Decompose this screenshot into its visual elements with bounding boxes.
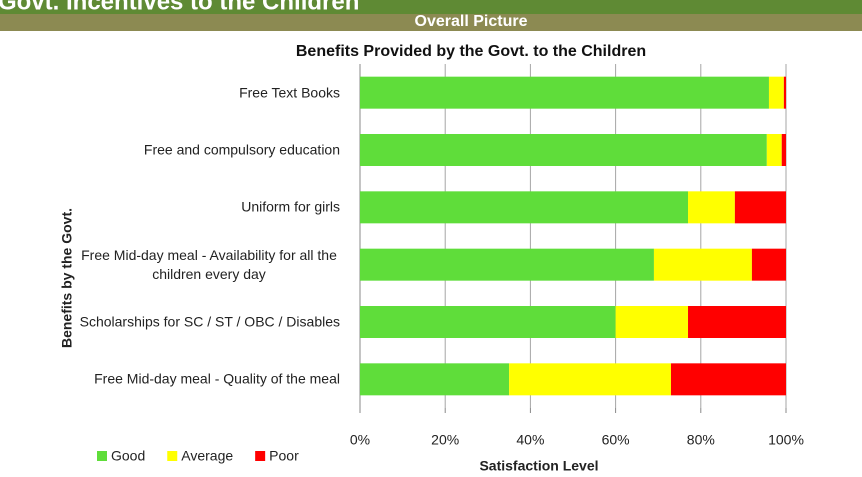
bar-segment [688,306,786,338]
legend-swatch [167,451,178,461]
bar-segment [615,306,689,338]
y-tick-label: Free Mid-day meal - Quality of the meal [94,370,340,387]
bar-segment [360,76,769,109]
legend-label: Average [181,448,233,464]
bar-segment [781,134,786,166]
bar-segment [766,134,782,166]
header-band [0,0,862,14]
header-title: Govt. Incentives to the Children [0,0,359,15]
bar-segment [768,76,784,109]
bar-segment [783,76,786,109]
bar-segment [751,248,786,281]
legend-swatch [97,451,107,461]
y-tick-wrap: Free Text Books [239,83,340,102]
x-tick-label: 100% [768,432,804,448]
bar-segment [360,191,689,224]
bar-segment [360,306,616,338]
y-axis-title: Benefits by the Govt. [59,208,75,348]
legend-swatch [255,451,266,461]
y-tick-label: Scholarships for SC / ST / OBC / Disable… [79,313,340,330]
x-tick-label: 20% [431,432,459,448]
header-subtitle: Overall Picture [415,13,528,30]
y-tick-wrap: Free Mid-day meal - Availability for all… [78,246,340,284]
bar-segment [653,248,752,281]
y-tick-label: Uniform for girls [241,198,340,215]
legend-label: Poor [269,448,299,464]
y-tick-label: Free and compulsory education [143,141,340,158]
y-tick-label: Free Mid-day meal - Availability for all… [81,246,337,282]
y-tick-wrap: Scholarships for SC / ST / OBC / Disable… [80,313,340,332]
chart-title: Benefits Provided by the Govt. to the Ch… [296,43,646,60]
x-axis-title: Satisfaction Level [479,458,598,474]
x-tick-label: 80% [687,432,715,448]
bar-segment [360,363,510,396]
legend-label: Good [111,448,145,464]
bar-segment [734,191,786,224]
bar-segment [509,363,671,396]
bar-segment [360,134,767,166]
subtitle-band [0,14,862,31]
bar-segment [360,248,654,281]
bar-segment [670,363,786,396]
y-tick-wrap: Free Mid-day meal - Quality of the meal [94,370,340,389]
bar-segment [688,191,735,224]
x-tick-label: 0% [350,432,370,448]
y-tick-wrap: Uniform for girls [241,198,340,217]
y-tick-wrap: Free and compulsory education [144,141,340,160]
x-tick-label: 40% [516,432,544,448]
x-tick-label: 60% [602,432,630,448]
y-tick-label: Free Text Books [239,84,340,101]
